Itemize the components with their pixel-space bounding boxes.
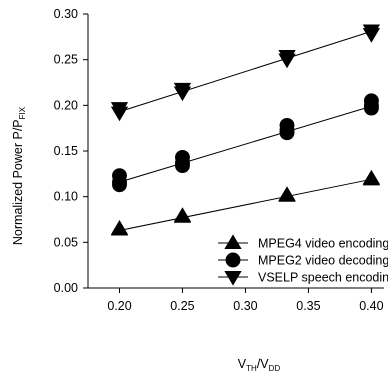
data-point bbox=[173, 82, 192, 98]
legend-label: VSELP speech encoding bbox=[258, 271, 388, 285]
legend-marker bbox=[225, 252, 241, 268]
fit-lines bbox=[119, 30, 372, 231]
x-ticks: 0.20 0.25 0.30 0.35 0.40 bbox=[107, 288, 384, 313]
data-point bbox=[278, 186, 296, 201]
legend-marker bbox=[224, 271, 242, 286]
data-points bbox=[110, 24, 381, 236]
fit-line bbox=[119, 105, 372, 183]
data-point bbox=[173, 207, 192, 222]
x-tick-label: 0.40 bbox=[359, 299, 383, 313]
data-point bbox=[110, 219, 129, 235]
y-tick-label: 0.10 bbox=[54, 190, 78, 204]
y-tick-label: 0.30 bbox=[54, 7, 78, 21]
data-point bbox=[112, 168, 127, 184]
data-point bbox=[363, 93, 379, 109]
y-tick-label: 0.05 bbox=[54, 235, 78, 249]
legend-marker bbox=[224, 234, 242, 249]
x-tick-label: 0.25 bbox=[170, 299, 194, 313]
data-point bbox=[362, 24, 381, 40]
x-tick-label: 0.35 bbox=[296, 299, 320, 313]
y-tick-label: 0.15 bbox=[54, 144, 78, 158]
y-axis-title: Normalized Power P/PFIX bbox=[11, 106, 27, 245]
fit-line bbox=[119, 178, 372, 231]
data-point bbox=[279, 117, 295, 133]
x-tick-label: 0.30 bbox=[233, 299, 257, 313]
data-point bbox=[278, 50, 296, 65]
data-point bbox=[175, 149, 190, 165]
legend-label: MPEG2 video decoding bbox=[258, 254, 388, 268]
x-axis-title: VTH/VDD bbox=[238, 357, 281, 373]
legend: MPEG4 video encoding MPEG2 video decoding… bbox=[218, 234, 388, 286]
fit-line bbox=[119, 30, 372, 113]
data-point bbox=[110, 102, 129, 117]
y-tick-label: 0.20 bbox=[54, 98, 78, 112]
x-tick-label: 0.20 bbox=[107, 299, 131, 313]
data-point bbox=[362, 169, 381, 185]
y-ticks: 0.00 0.05 0.10 0.15 0.20 0.25 0.30 bbox=[54, 7, 88, 295]
y-tick-label: 0.25 bbox=[54, 53, 78, 67]
legend-label: MPEG4 video encoding bbox=[258, 237, 388, 251]
y-tick-label: 0.00 bbox=[54, 281, 78, 295]
